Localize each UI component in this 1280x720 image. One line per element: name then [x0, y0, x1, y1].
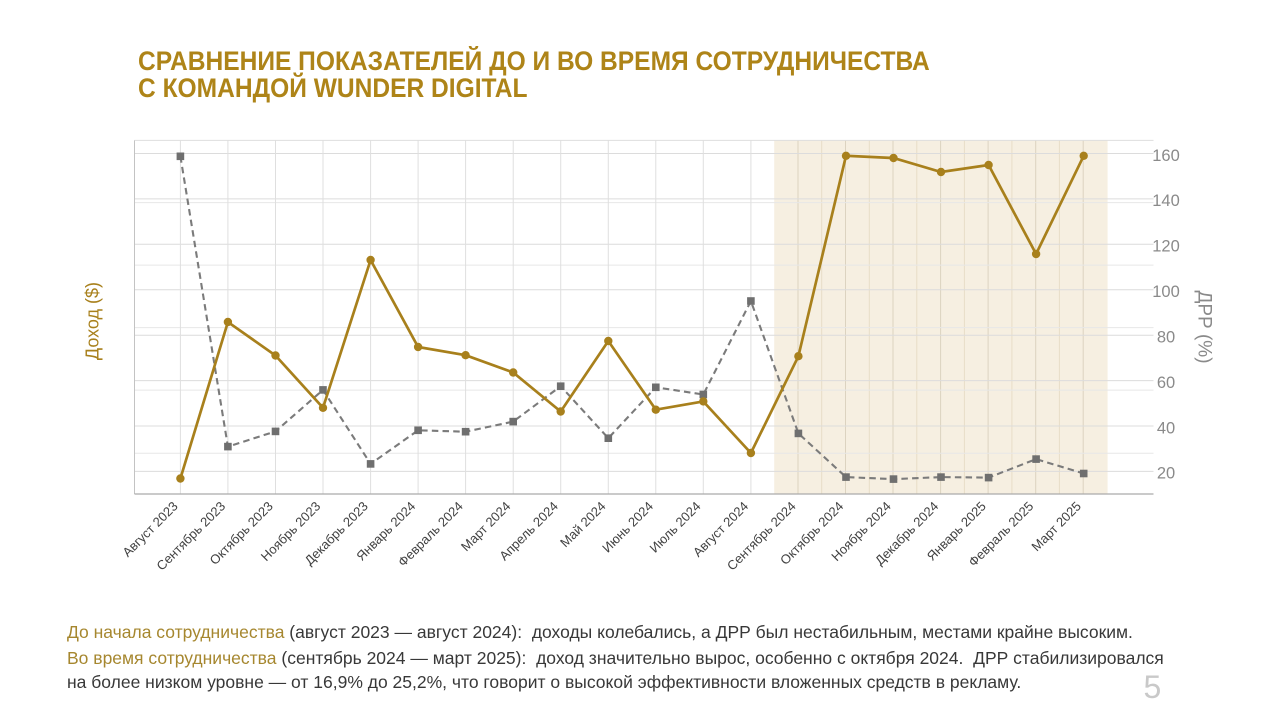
svg-text:100: 100: [1152, 283, 1180, 301]
svg-text:80: 80: [1157, 329, 1175, 347]
svg-text:ДРР (%): ДРР (%): [1193, 290, 1214, 363]
svg-text:20: 20: [1157, 465, 1175, 483]
svg-text:160: 160: [1152, 147, 1180, 165]
svg-text:Март 2025: Март 2025: [1028, 499, 1084, 555]
svg-text:140: 140: [1152, 192, 1180, 210]
svg-text:60: 60: [1157, 374, 1175, 392]
svg-text:Доход ($): Доход ($): [83, 282, 103, 360]
svg-text:40: 40: [1157, 419, 1175, 437]
svg-text:120: 120: [1152, 238, 1180, 256]
